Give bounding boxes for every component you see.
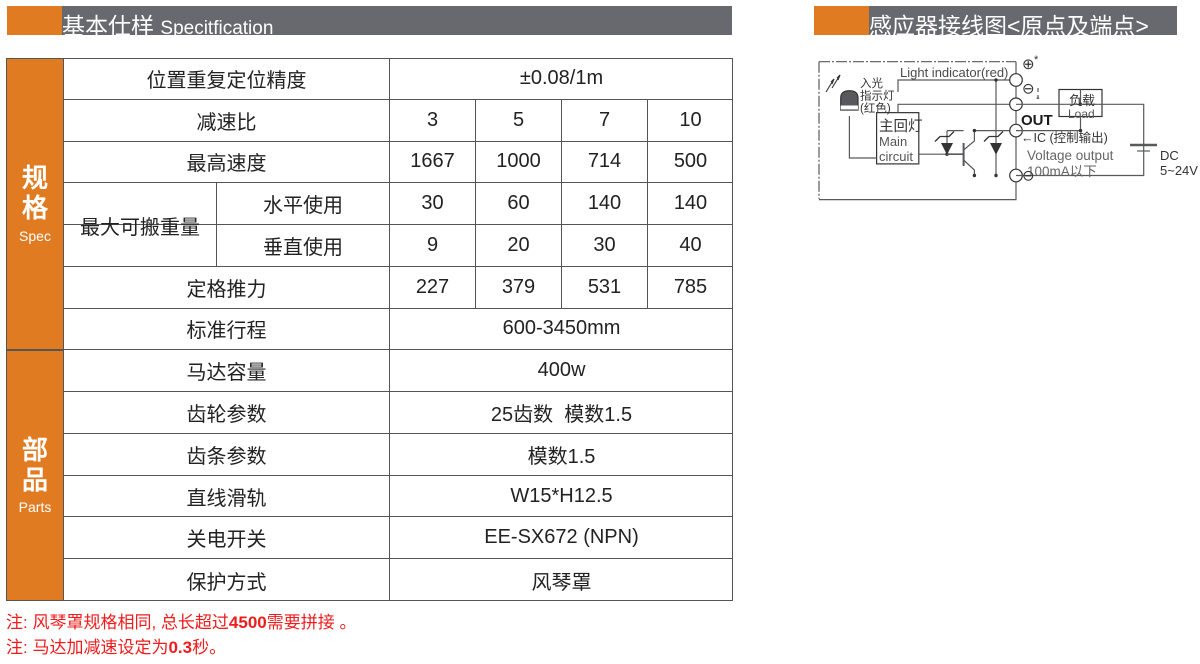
svg-text:Load: Load <box>1068 107 1095 121</box>
svg-text:入光: 入光 <box>860 76 883 90</box>
svg-text:指示灯: 指示灯 <box>860 89 895 103</box>
svg-text:Light indicator(red): Light indicator(red) <box>900 65 1008 80</box>
svg-text:5~24V: 5~24V <box>1160 163 1198 178</box>
svg-text:⊖: ⊖ <box>1022 81 1035 98</box>
svg-text:100mA以下: 100mA以下 <box>1027 164 1097 179</box>
svg-text:circuit: circuit <box>879 149 913 164</box>
svg-text:*: * <box>1034 54 1039 66</box>
svg-text:DC: DC <box>1160 148 1179 163</box>
svg-text:OUT: OUT <box>1021 112 1053 129</box>
svg-text:Voltage output: Voltage output <box>1027 148 1114 163</box>
svg-text:⊕: ⊕ <box>1022 56 1035 73</box>
svg-text:-: - <box>1036 92 1040 104</box>
svg-text:⊖: ⊖ <box>1022 168 1035 185</box>
svg-text:←IC (控制输出): ←IC (控制输出) <box>1021 130 1108 145</box>
svg-text:(红色): (红色) <box>860 101 891 115</box>
svg-text:负载: 负载 <box>1069 93 1095 108</box>
svg-text:主回灯: 主回灯 <box>879 118 923 135</box>
svg-text:Main: Main <box>879 134 907 149</box>
